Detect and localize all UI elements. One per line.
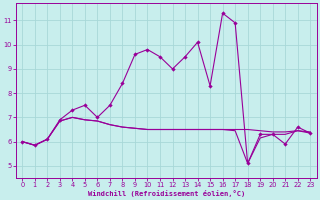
- X-axis label: Windchill (Refroidissement éolien,°C): Windchill (Refroidissement éolien,°C): [88, 190, 245, 197]
